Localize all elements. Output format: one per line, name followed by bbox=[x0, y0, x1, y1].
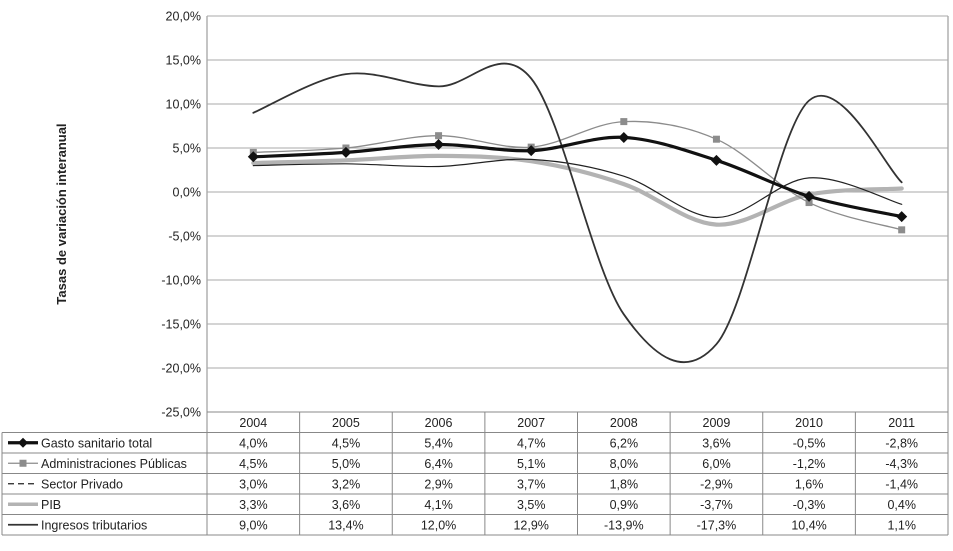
table-value-label: 9,0% bbox=[239, 518, 268, 532]
table-value-label: 0,4% bbox=[887, 498, 916, 512]
table-value-label: 0,9% bbox=[610, 498, 639, 512]
y-tick-label: 0,0% bbox=[173, 186, 202, 200]
x-category-label: 2007 bbox=[517, 416, 545, 430]
y-tick-label: 5,0% bbox=[173, 142, 202, 156]
table-value-label: 3,6% bbox=[332, 498, 361, 512]
data-point-square bbox=[435, 132, 443, 140]
data-point-square bbox=[898, 226, 906, 234]
table-value-label: 5,0% bbox=[332, 457, 361, 471]
y-tick-label: -25,0% bbox=[161, 406, 201, 420]
data-point-diamond bbox=[618, 131, 630, 143]
table-value-label: 1,1% bbox=[887, 518, 916, 532]
x-category-label: 2005 bbox=[332, 416, 360, 430]
series-markers bbox=[247, 118, 908, 234]
data-table: 2004 2005 2006 2007 2008 2009 2010 2011 Gasto sa… bbox=[1, 411, 949, 536]
data-point-square bbox=[620, 118, 628, 126]
x-category-label: 2010 bbox=[795, 416, 823, 430]
gridlines bbox=[206, 15, 949, 413]
data-point-diamond bbox=[433, 138, 445, 150]
table-value-label: 4,5% bbox=[332, 436, 361, 450]
x-category-label: 2009 bbox=[703, 416, 731, 430]
table-value-label: 10,4% bbox=[791, 518, 826, 532]
table-value-label: -0,3% bbox=[793, 498, 826, 512]
series-line-ingresos-tributarios bbox=[252, 62, 903, 364]
table-value-label: -0,5% bbox=[793, 436, 826, 450]
data-point-diamond bbox=[710, 154, 722, 166]
table-value-label: 3,6% bbox=[702, 436, 731, 450]
table-value-label: 5,4% bbox=[424, 436, 453, 450]
legend-series-name: Gasto sanitario total bbox=[41, 436, 152, 450]
table-value-label: -2,8% bbox=[885, 436, 918, 450]
table-value-label: 4,7% bbox=[517, 436, 546, 450]
y-tick-label: -10,0% bbox=[161, 274, 201, 288]
x-category-label: 2006 bbox=[425, 416, 453, 430]
series-lines bbox=[251, 62, 904, 364]
table-value-label: -1,4% bbox=[885, 477, 918, 491]
table-value-label: 1,8% bbox=[610, 477, 639, 491]
data-point-diamond bbox=[340, 146, 352, 158]
table-value-label: -17,3% bbox=[697, 518, 737, 532]
data-point-diamond bbox=[525, 145, 537, 157]
table-value-label: 6,0% bbox=[702, 457, 731, 471]
series-line-administraciones-publicas bbox=[252, 120, 903, 231]
table-value-label: 3,0% bbox=[239, 477, 268, 491]
table-value-label: 3,7% bbox=[517, 477, 546, 491]
y-axis-label: Tasas de variación interanual bbox=[54, 123, 69, 304]
table-value-label: 6,2% bbox=[610, 436, 639, 450]
table-value-label: 12,0% bbox=[421, 518, 456, 532]
table-value-label: -13,9% bbox=[604, 518, 644, 532]
series-line-sector-privado bbox=[252, 158, 903, 219]
table-value-label: 4,5% bbox=[239, 457, 268, 471]
table-value-label: -2,9% bbox=[700, 477, 733, 491]
table-value-label: 6,4% bbox=[424, 457, 453, 471]
y-tick-label: 10,0% bbox=[166, 98, 201, 112]
y-tick-label: 20,0% bbox=[166, 10, 201, 24]
x-category-label: 2008 bbox=[610, 416, 638, 430]
data-point-diamond bbox=[803, 190, 815, 202]
y-tick-label: 15,0% bbox=[166, 54, 201, 68]
table-value-label: -4,3% bbox=[885, 457, 918, 471]
table-value-label: 4,0% bbox=[239, 436, 268, 450]
data-point-square bbox=[805, 199, 813, 207]
table-value-label: 3,3% bbox=[239, 498, 268, 512]
x-category-label: 2011 bbox=[888, 416, 915, 430]
legend-series-name: Administraciones Públicas bbox=[41, 457, 187, 471]
data-point-diamond bbox=[896, 211, 908, 223]
table-value-label: 13,4% bbox=[328, 518, 363, 532]
table-value-label: -3,7% bbox=[700, 498, 733, 512]
table-value-label: 5,1% bbox=[517, 457, 546, 471]
legend-series-name: Sector Privado bbox=[41, 477, 123, 491]
legend-series-name: PIB bbox=[41, 498, 61, 512]
table-value-label: 4,1% bbox=[424, 498, 453, 512]
table-value-label: 1,6% bbox=[795, 477, 824, 491]
table-value-label: 3,5% bbox=[517, 498, 546, 512]
y-tick-label: -20,0% bbox=[161, 362, 201, 376]
data-point-diamond bbox=[247, 151, 259, 163]
legend-marker-diamond bbox=[18, 437, 28, 448]
y-tick-label: -15,0% bbox=[161, 318, 201, 332]
table-value-label: -1,2% bbox=[793, 457, 826, 471]
series-line-gasto-sanitario-total bbox=[251, 135, 904, 219]
y-tick-label: -5,0% bbox=[168, 230, 201, 244]
y-axis-ticks: 20,0% 15,0% 10,0% 5,0% 0,0% -5,0% -10,0% -15,0%… bbox=[161, 10, 201, 420]
table-value-label: 8,0% bbox=[610, 457, 639, 471]
data-point-square bbox=[712, 135, 720, 143]
table-value-label: 3,2% bbox=[332, 477, 361, 491]
series-line-pib bbox=[251, 153, 904, 227]
legend-marker-square bbox=[19, 459, 27, 467]
x-category-label: 2004 bbox=[239, 416, 267, 430]
legend-series-name: Ingresos tributarios bbox=[41, 518, 147, 532]
table-value-label: 2,9% bbox=[424, 477, 453, 491]
table-value-label: 12,9% bbox=[513, 518, 548, 532]
